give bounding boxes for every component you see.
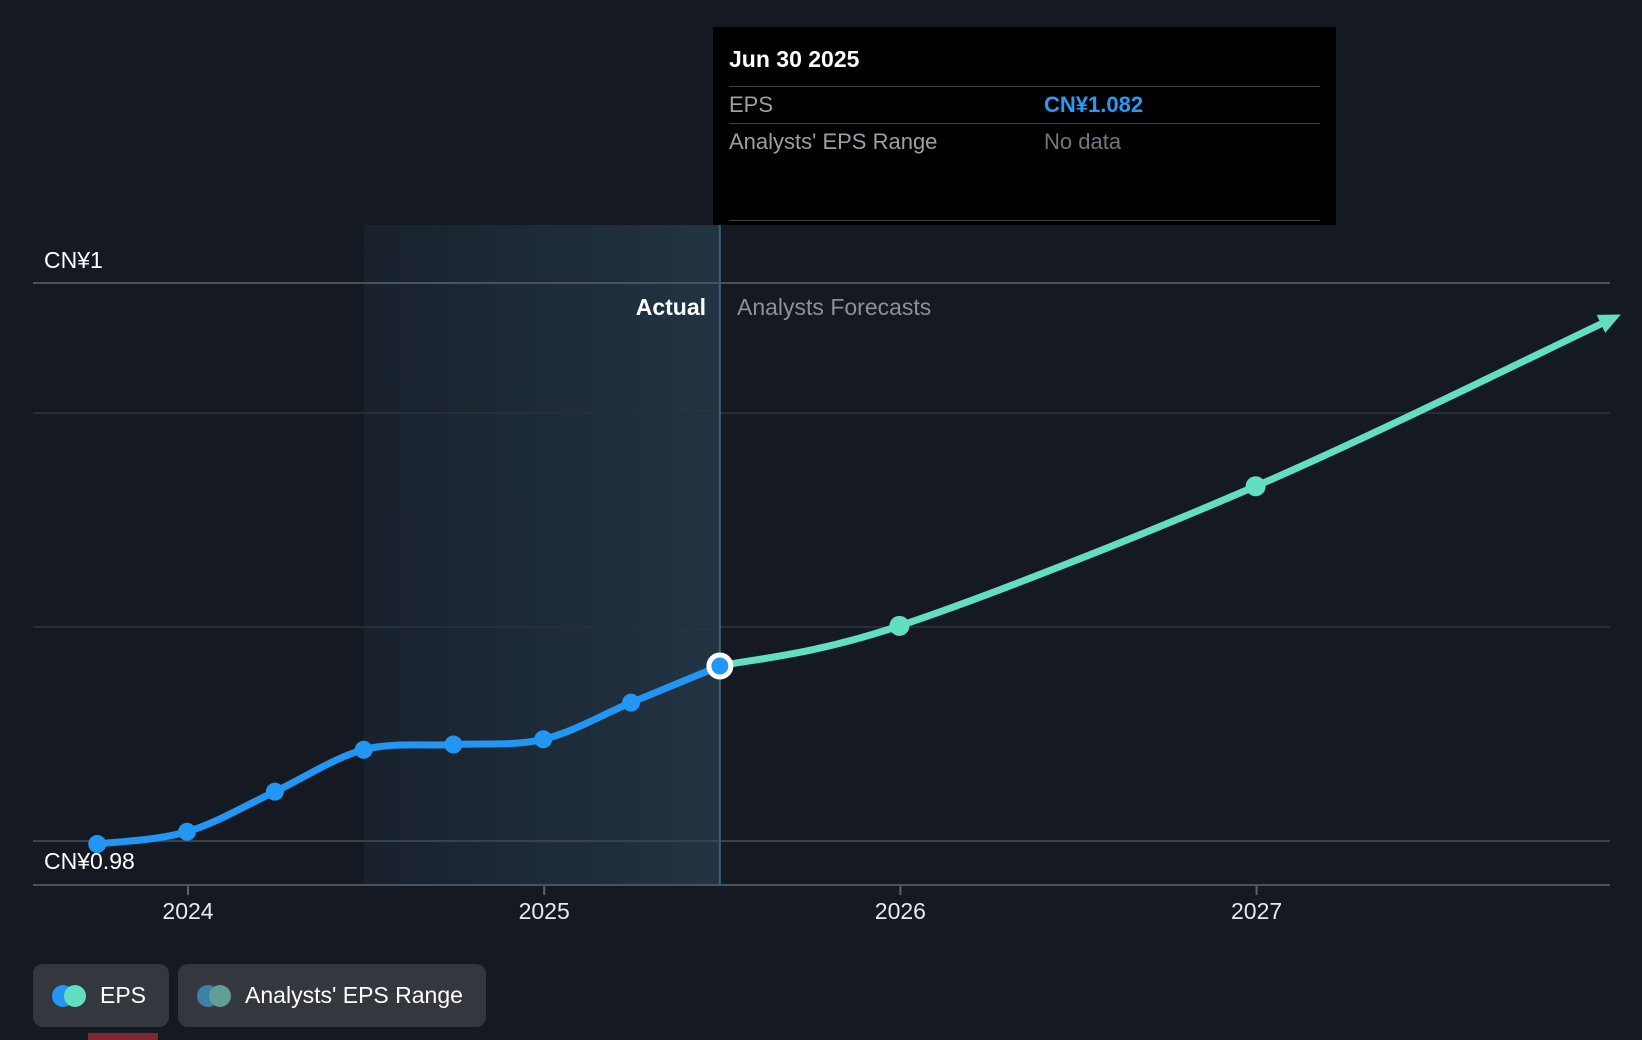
- forecast-eps-line: [716, 315, 1616, 670]
- actual-point-Mar-31-2025[interactable]: [622, 693, 641, 712]
- x-axis-label-2024: 2024: [162, 898, 214, 924]
- legend-item-eps[interactable]: EPS: [33, 964, 170, 1027]
- tooltip-eps-row: EPS CN¥1.082: [729, 86, 1320, 123]
- x-axis-label-2025: 2025: [518, 898, 570, 924]
- tooltip-bottom-divider: [729, 220, 1320, 221]
- range-teal-dot-icon: [209, 984, 232, 1007]
- actual-point-Sep-30-2023[interactable]: [88, 835, 107, 853]
- eps-legend-icon: [52, 984, 86, 1007]
- eps-teal-dot-icon: [64, 984, 86, 1007]
- legend-eps-label: EPS: [100, 982, 147, 1008]
- tooltip-eps-value: CN¥1.082: [1044, 92, 1144, 117]
- selected-point[interactable]: [711, 657, 729, 675]
- forecast-section-label: Analysts Forecasts: [737, 294, 932, 320]
- range-legend-icon: [197, 984, 232, 1007]
- forecast-point-Dec-31-2025[interactable]: [889, 615, 910, 636]
- tooltip-eps-label: EPS: [729, 92, 774, 117]
- y-axis-max-label: CN¥1: [44, 247, 103, 273]
- actual-section-label: Actual: [635, 294, 706, 320]
- chart-legend: EPS Analysts' EPS Range: [33, 964, 486, 1027]
- tooltip-date-title: Jun 30 2025: [729, 46, 860, 72]
- x-axis-label-2027: 2027: [1231, 898, 1283, 924]
- y-axis-min-label: CN¥0.98: [44, 848, 135, 874]
- legend-range-label: Analysts' EPS Range: [245, 982, 463, 1008]
- chart-tooltip: Jun 30 2025 EPS CN¥1.082 Analysts' EPS R…: [713, 27, 1336, 225]
- tooltip-range-label: Analysts' EPS Range: [729, 129, 938, 154]
- tooltip-range-value: No data: [1044, 129, 1122, 154]
- bottom-edge-strip: [88, 1033, 158, 1040]
- actual-eps-line: [93, 662, 724, 848]
- past-year-highlight-band: [363, 225, 720, 885]
- tooltip-range-row: Analysts' EPS Range No data: [729, 123, 1320, 160]
- actual-point-Dec-31-2024[interactable]: [534, 730, 553, 749]
- actual-point-Dec-31-2023[interactable]: [178, 822, 197, 841]
- actual-point-Jun-30-2024[interactable]: [354, 740, 373, 759]
- actual-point-Sep-30-2024[interactable]: [444, 735, 463, 754]
- forecast-end-arrow-icon: [1596, 314, 1621, 333]
- x-axis-label-2026: 2026: [874, 898, 926, 924]
- forecast-point-Dec-31-2026[interactable]: [1245, 476, 1266, 497]
- x-axis-labels: 2024 2025 2026 2027: [0, 898, 1642, 928]
- actual-point-Mar-31-2024[interactable]: [265, 782, 284, 801]
- legend-item-analysts-eps-range[interactable]: Analysts' EPS Range: [178, 964, 486, 1027]
